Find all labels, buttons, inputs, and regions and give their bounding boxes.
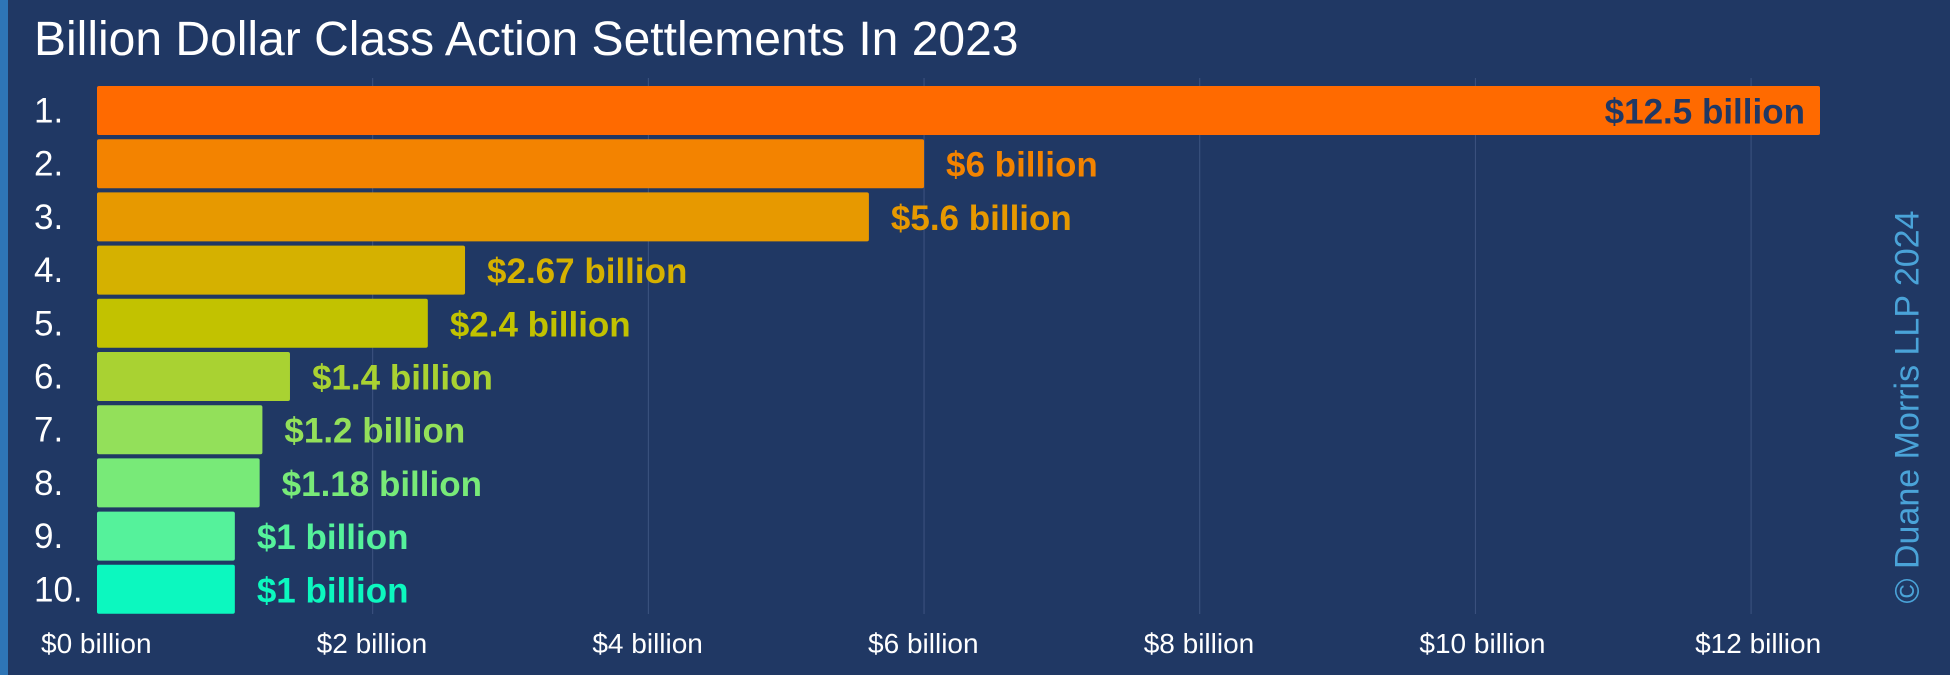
bar [97, 245, 466, 295]
value-label: $2.67 billion [487, 252, 687, 291]
bars [97, 86, 1820, 614]
bar [97, 192, 869, 242]
bar [97, 405, 263, 455]
rank-label: 1. [34, 92, 63, 131]
value-label: $6 billion [946, 146, 1098, 185]
rank-label: 8. [34, 464, 63, 503]
rank-label: 3. [34, 198, 63, 237]
bar [97, 298, 428, 348]
value-label: $5.6 billion [891, 199, 1072, 238]
value-label: $1 billion [257, 571, 409, 610]
x-axis-ticks: $0 billion $2 billion $4 billion $6 billion… [41, 628, 1821, 659]
left-accent-bar [0, 0, 8, 675]
bar [97, 458, 260, 508]
x-tick-label: $12 billion [1695, 628, 1821, 659]
rank-label: 7. [34, 411, 63, 450]
rank-label: 10. [34, 570, 83, 609]
copyright-notice: © Duane Morris LLP 2024 [1888, 210, 1927, 604]
value-label: $1.18 billion [282, 465, 482, 504]
bar [97, 511, 235, 561]
value-label: $2.4 billion [450, 305, 631, 344]
rank-label: 6. [34, 358, 63, 397]
bar [97, 86, 1820, 135]
x-tick-label: $6 billion [868, 628, 979, 659]
x-tick-label: $10 billion [1419, 628, 1545, 659]
x-tick-label: $8 billion [1144, 628, 1255, 659]
bar [97, 352, 290, 401]
rank-label: 2. [34, 145, 63, 184]
x-tick-label: $4 billion [592, 628, 703, 659]
value-label: $1.4 billion [312, 359, 493, 398]
chart-title: Billion Dollar Class Action Settlements … [34, 13, 1019, 66]
bar [97, 564, 235, 614]
x-tick-label: $0 billion [41, 628, 152, 659]
value-label: $12.5 billion [1605, 93, 1805, 132]
rank-label: 4. [34, 251, 63, 290]
value-label: $1 billion [257, 518, 409, 557]
bar [97, 139, 925, 189]
value-label: $1.2 billion [284, 412, 465, 451]
rank-label: 5. [34, 304, 63, 343]
x-tick-label: $2 billion [317, 628, 428, 659]
labels: 1. $12.5 billion 2. $6 billion 3. $5.6 billio… [34, 92, 1805, 611]
rank-label: 9. [34, 517, 63, 556]
